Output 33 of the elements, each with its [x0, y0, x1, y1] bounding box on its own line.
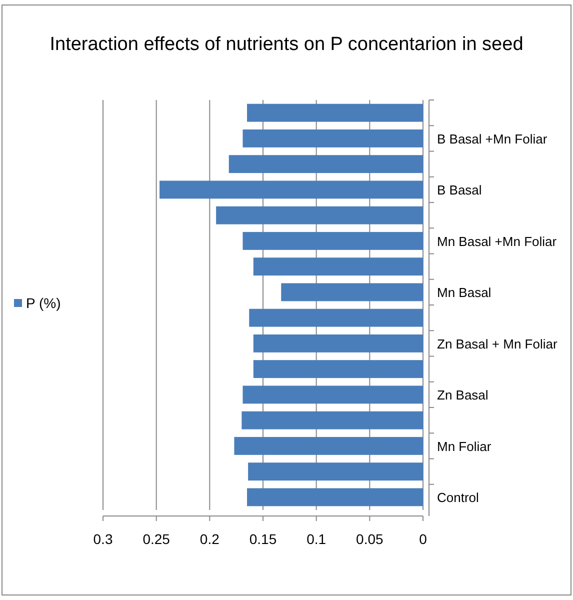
bar	[281, 283, 423, 302]
bar	[242, 129, 423, 148]
x-tick-label: 0.3	[93, 531, 113, 547]
y-tick-label: Control	[437, 490, 480, 506]
bar	[253, 334, 423, 352]
x-tick-label: 0.2	[200, 531, 220, 547]
x-tick-label: 0.15	[249, 531, 277, 547]
legend-label: P (%)	[26, 295, 61, 311]
bar	[248, 462, 423, 481]
bar	[249, 308, 423, 327]
bar	[247, 488, 423, 506]
bar	[253, 258, 423, 276]
y-tick-label: Zn Basal	[437, 388, 488, 403]
y-tick-label: B Basal +Mn Foliar	[437, 131, 548, 146]
bar	[242, 411, 423, 430]
bar	[242, 386, 423, 404]
bar	[242, 232, 423, 250]
y-tick-label: B Basal	[437, 182, 482, 198]
bar	[228, 155, 423, 174]
chart-title: Interaction effects of nutrients on P concentarion in seed	[50, 34, 524, 55]
bar	[160, 180, 423, 199]
x-tick-label: 0	[419, 531, 428, 547]
bar	[253, 360, 423, 378]
y-tick-label: Mn Basal	[437, 285, 492, 300]
x-tick-label: 0.25	[142, 531, 170, 547]
bar	[247, 104, 423, 122]
y-tick-label: Mn Basal +Mn Foliar	[437, 234, 558, 249]
bar	[234, 436, 423, 455]
x-tick-label: 0.1	[306, 531, 326, 547]
y-tick-label: Mn Foliar	[437, 438, 492, 454]
bar	[216, 206, 423, 224]
x-tick-label: 0.05	[356, 531, 384, 547]
y-tick-label: Zn Basal + Mn Foliar	[437, 336, 558, 352]
